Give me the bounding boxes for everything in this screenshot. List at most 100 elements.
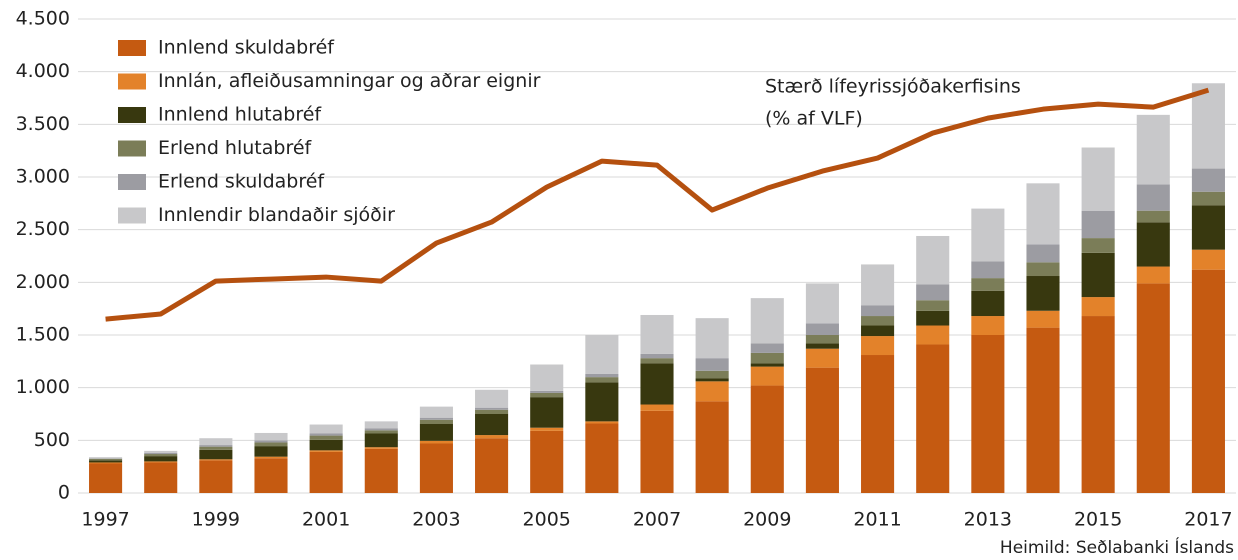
bar-segment [1191,205,1225,250]
bar-segment [419,440,453,444]
bar-segment [254,458,288,493]
bar-segment [1191,168,1225,192]
bar-segment [89,463,123,493]
bar-segment [475,438,509,493]
bar-segment [254,432,288,441]
bar-segment [89,458,123,461]
legend-label: Innlend hlutabréf [158,104,322,126]
bar-segment [419,419,453,425]
bar-segment [585,423,619,493]
bar-segment [364,430,398,434]
bar-segment [309,435,343,440]
bar-segment [1081,297,1115,317]
bar-segment [750,343,784,353]
bar-segment [971,316,1005,335]
bar-segment [1081,238,1115,253]
bar-segment [199,446,233,450]
bar-segment [475,389,509,408]
bar-segment [640,314,674,354]
bar-segment [364,433,398,448]
bar-segment [640,363,674,405]
bar-segment [805,367,839,493]
bar-segment [254,442,288,447]
bar-segment [1026,276,1060,311]
bar-segment [89,462,123,464]
bar-segment [640,353,674,359]
bar-segment [1191,269,1225,493]
y-tick-label: 3.500 [16,113,70,135]
bar-segment [144,461,178,463]
bar-segment [585,382,619,422]
bar-segment [1191,83,1225,169]
x-tick-label: 1999 [192,509,240,531]
bar-segment [419,424,453,441]
bar-segment [1081,316,1115,493]
bar-segment [916,300,950,311]
bar-segment [695,318,729,359]
bar-segment [144,450,178,453]
bar-segment [916,235,950,285]
bar-segment [89,460,123,463]
bar-segment [199,459,233,461]
x-tick-label: 1997 [81,509,129,531]
bar-segment [1026,183,1060,245]
bar-segment [1026,244,1060,263]
bar-segment [585,421,619,424]
bar-segment [971,335,1005,493]
bar-segment [861,264,895,306]
bar-segment [1026,327,1060,493]
legend-label: Innlán, afleiðusamningar og aðrar eignir [158,70,541,92]
bar-segment [861,305,895,317]
legend-swatch [118,140,146,157]
y-tick-label: 2.000 [16,271,70,293]
bar-segment [916,310,950,326]
bar-segment [1081,252,1115,298]
bar-segment [1136,222,1170,267]
bar-segment [1026,262,1060,277]
bar-segment [1026,310,1060,328]
x-tick-label: 2007 [633,509,681,531]
bar-segment [254,440,288,443]
y-tick-label: 1.000 [16,376,70,398]
bar-segment [805,335,839,344]
bar-segment [530,364,564,391]
bar-segment [585,377,619,383]
bar-segment [750,385,784,493]
bar-segment [254,456,288,459]
bar-segment [695,358,729,371]
bar-segment [530,392,564,398]
bar-segment [144,456,178,462]
bar-segment [750,352,784,364]
x-tick-label: 2001 [302,509,350,531]
bar-segment [364,448,398,493]
bar-segment [585,335,619,374]
bar-segment [640,404,674,411]
bar-segment [805,348,839,368]
bar-segment [640,410,674,493]
legend-swatch [118,40,146,56]
bar-segment [144,454,178,457]
bar-segment [475,435,509,439]
bar-segment [971,261,1005,279]
bar-segment [309,451,343,493]
bar-segment [971,208,1005,262]
bar-segment [916,344,950,493]
bar-segment [640,358,674,364]
bar-segment [475,414,509,436]
y-tick-label: 0 [58,482,70,504]
bar-segment [1081,210,1115,239]
bar-segment [750,366,784,386]
bar-segment [144,452,178,455]
bar-segment [695,378,729,382]
x-tick-label: 2011 [853,509,901,531]
bar-segment [475,407,509,410]
bar-segment [861,336,895,356]
x-tick-label: 2015 [1074,509,1122,531]
bar-segment [695,401,729,493]
annotation: (% af VLF) [765,108,863,130]
bar-segment [1136,114,1170,185]
legend-swatch [118,107,146,123]
bar-segment [419,417,453,420]
y-tick-label: 1.500 [16,324,70,346]
